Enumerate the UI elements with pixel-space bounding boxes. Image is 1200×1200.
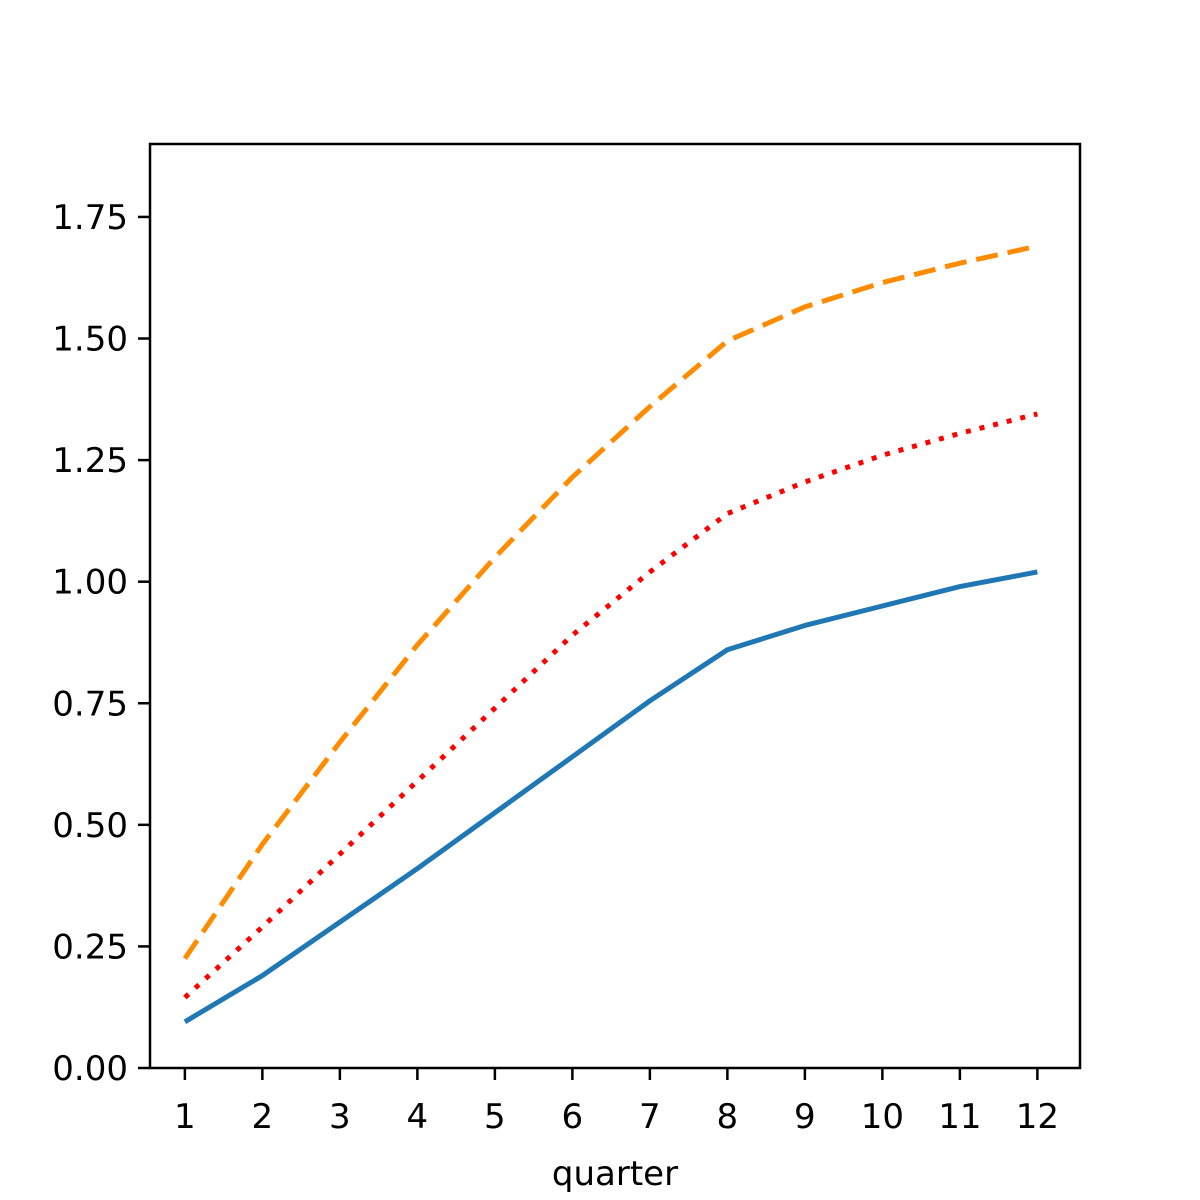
x-tick-label: 7 [639,1097,661,1137]
y-tick-label: 1.25 [52,441,128,481]
x-tick-label: 10 [861,1097,904,1137]
x-tick-label: 8 [717,1097,739,1137]
x-tick-label: 5 [484,1097,506,1137]
y-tick-label: 1.50 [52,320,128,360]
x-tick-label: 2 [252,1097,274,1137]
y-tick-label: 0.50 [52,806,128,846]
plot-frame [148,142,1082,1070]
series-line-2 [183,411,1038,1000]
series-line-3 [182,243,1038,960]
x-tick-label: 12 [1016,1097,1059,1137]
series-line-1 [183,569,1038,1024]
y-axis-ticks: 0.00 0.25 0.50 0.75 1.00 1.25 1.50 1.75 [52,198,150,1089]
y-tick-label: 0.25 [52,927,128,967]
y-tick-label: 0.75 [52,684,128,724]
series-layer [182,243,1038,1024]
x-tick-label: 4 [407,1097,429,1137]
x-axis-label: quarter [552,1154,678,1194]
x-tick-label: 9 [794,1097,816,1137]
y-tick-label: 1.00 [52,563,128,603]
x-tick-label: 11 [938,1097,981,1137]
x-tick-label: 1 [174,1097,196,1137]
y-tick-label: 0.00 [52,1049,128,1089]
x-axis-ticks: 1 2 3 4 5 6 7 8 9 10 11 12 [174,1068,1059,1137]
y-tick-label: 1.75 [52,198,128,238]
x-tick-label: 6 [562,1097,584,1137]
x-tick-label: 3 [329,1097,351,1137]
